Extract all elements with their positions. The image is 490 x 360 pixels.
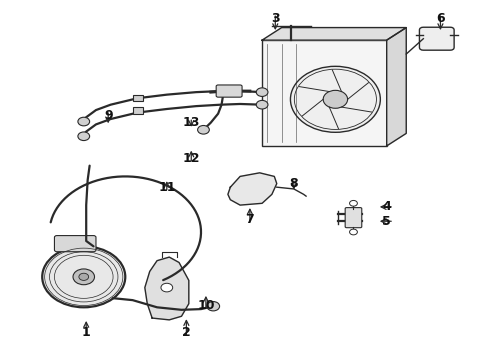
Circle shape — [42, 246, 125, 307]
Circle shape — [256, 88, 268, 96]
FancyBboxPatch shape — [345, 208, 362, 228]
Circle shape — [78, 132, 90, 140]
Text: 4: 4 — [382, 201, 391, 213]
Bar — [133, 95, 144, 101]
Polygon shape — [262, 28, 406, 40]
Text: 10: 10 — [197, 299, 215, 312]
Text: 11: 11 — [158, 181, 175, 194]
Text: 5: 5 — [382, 215, 391, 228]
Circle shape — [78, 117, 90, 126]
Circle shape — [207, 302, 220, 311]
Text: 8: 8 — [290, 177, 298, 190]
Circle shape — [323, 90, 347, 108]
Text: 13: 13 — [183, 116, 200, 129]
FancyBboxPatch shape — [54, 235, 96, 252]
Circle shape — [161, 283, 172, 292]
Circle shape — [349, 229, 357, 235]
Circle shape — [349, 201, 357, 206]
Text: 9: 9 — [104, 109, 113, 122]
Circle shape — [256, 100, 268, 109]
Text: 2: 2 — [182, 326, 191, 339]
Text: 12: 12 — [182, 152, 200, 165]
Polygon shape — [145, 257, 189, 320]
Text: 1: 1 — [82, 326, 91, 339]
Circle shape — [73, 269, 95, 285]
FancyBboxPatch shape — [262, 40, 387, 146]
Polygon shape — [387, 28, 406, 146]
Circle shape — [291, 66, 380, 132]
Text: 3: 3 — [271, 12, 280, 25]
Text: 7: 7 — [245, 213, 254, 226]
Circle shape — [79, 273, 89, 280]
FancyBboxPatch shape — [216, 85, 242, 97]
Bar — [133, 107, 144, 114]
Polygon shape — [228, 173, 277, 205]
FancyBboxPatch shape — [419, 27, 454, 50]
Text: 6: 6 — [436, 12, 445, 25]
Circle shape — [197, 126, 209, 134]
